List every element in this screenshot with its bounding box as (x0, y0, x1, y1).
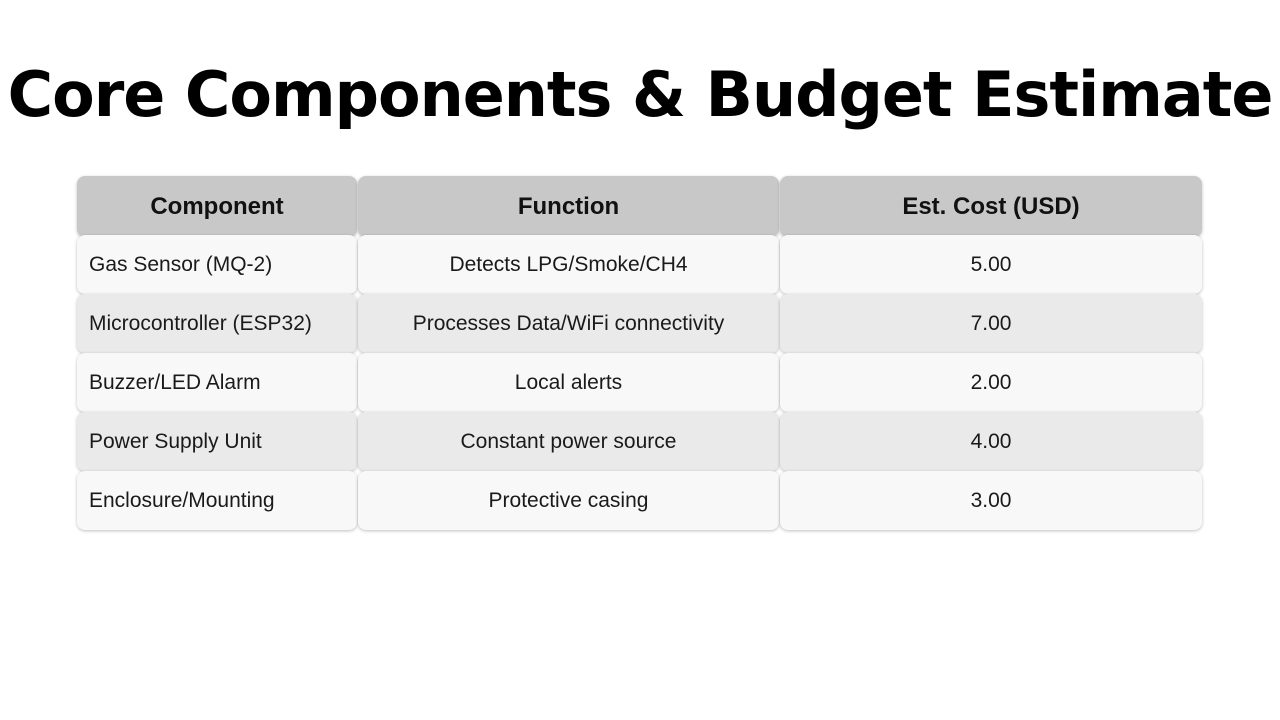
cell-component: Buzzer/LED Alarm (77, 353, 357, 412)
cell-function: Processes Data/WiFi connectivity (358, 294, 779, 353)
cell-component: Power Supply Unit (77, 412, 357, 471)
cell-function: Detects LPG/Smoke/CH4 (358, 235, 779, 294)
cell-cost: 3.00 (780, 471, 1202, 530)
cell-function: Local alerts (358, 353, 779, 412)
cell-cost: 5.00 (780, 235, 1202, 294)
header-function: Function (358, 176, 779, 237)
cell-cost: 2.00 (780, 353, 1202, 412)
cell-cost: 4.00 (780, 412, 1202, 471)
cell-component: Microcontroller (ESP32) (77, 294, 357, 353)
header-component: Component (77, 176, 357, 237)
budget-table: Component Function Est. Cost (USD) Gas S… (77, 176, 1203, 530)
header-cost: Est. Cost (USD) (780, 176, 1202, 237)
cell-cost: 7.00 (780, 294, 1202, 353)
page-title: Core Components & Budget Estimate (7, 58, 1274, 131)
cell-component: Gas Sensor (MQ-2) (77, 235, 357, 294)
cell-function: Protective casing (358, 471, 779, 530)
cell-component: Enclosure/Mounting (77, 471, 357, 530)
cell-function: Constant power source (358, 412, 779, 471)
